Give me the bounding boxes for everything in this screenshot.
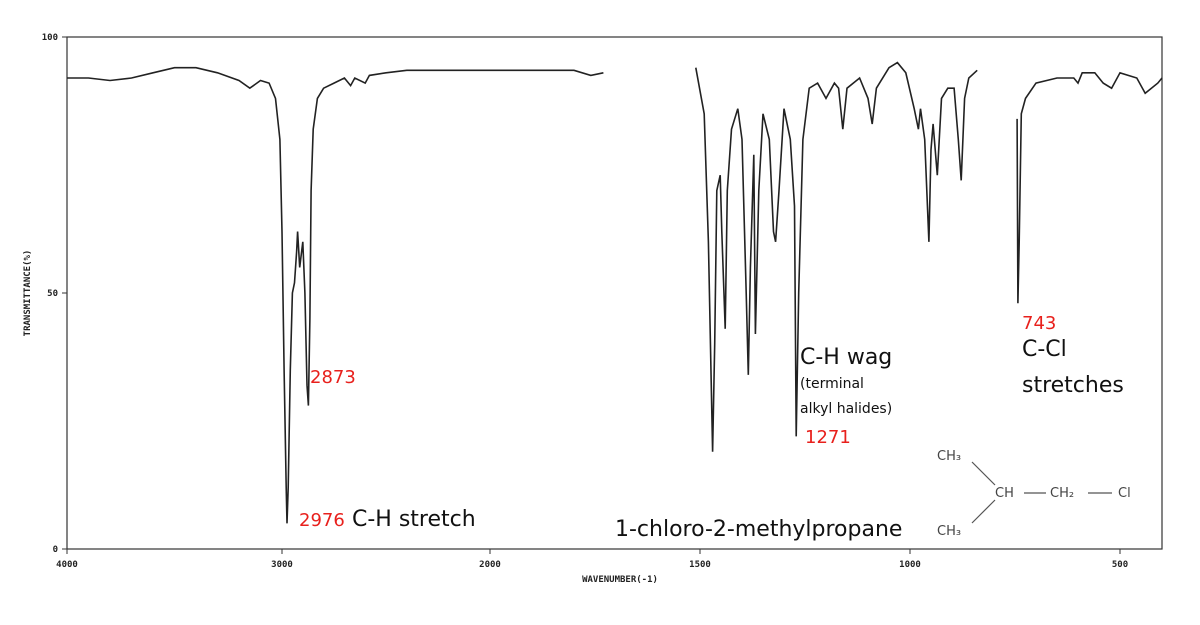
annotation: 1271: [805, 427, 851, 448]
y-tick-label: 100: [42, 33, 58, 43]
x-tick-label: 2000: [479, 560, 501, 570]
bond: [971, 461, 996, 486]
annotation: (terminal: [800, 376, 864, 392]
x-axis-label: WAVENUMBER(-1): [582, 575, 658, 585]
annotation: 2976: [299, 510, 345, 531]
y-axis-label: TRANSMITTANCE(%): [23, 250, 33, 337]
plot-frame: [66, 36, 1163, 550]
spectrum-line: [67, 61, 1163, 524]
structure-label: CH: [995, 486, 1014, 501]
annotation: C-H stretch: [352, 507, 476, 532]
structure-label: Cl: [1118, 486, 1131, 501]
structure-bonds: [971, 461, 1112, 524]
annotation: 2873: [310, 367, 356, 388]
structure-label: CH₂: [1050, 486, 1074, 501]
annotation: alkyl halides): [800, 401, 892, 417]
x-tick-label: 1500: [689, 560, 711, 570]
x-tick-label: 500: [1112, 560, 1128, 570]
x-tick-label: 3000: [271, 560, 293, 570]
annotation: 1-chloro-2-methylpropane: [615, 517, 902, 542]
x-tick-label: 1000: [899, 560, 921, 570]
annotation: C-Cl: [1022, 337, 1067, 362]
bond: [971, 499, 996, 524]
structure-label: CH₃: [937, 449, 961, 464]
annotation: C-H wag: [800, 345, 892, 370]
y-tick-label: 50: [47, 289, 58, 299]
structure-label: CH₃: [937, 524, 961, 539]
annotation: stretches: [1022, 373, 1124, 398]
y-tick-label: 0: [53, 545, 58, 555]
annotation: 743: [1022, 313, 1056, 334]
structure: CH₃ CH CH₂ Cl CH₃: [937, 449, 1131, 539]
x-tick-label: 4000: [56, 560, 78, 570]
